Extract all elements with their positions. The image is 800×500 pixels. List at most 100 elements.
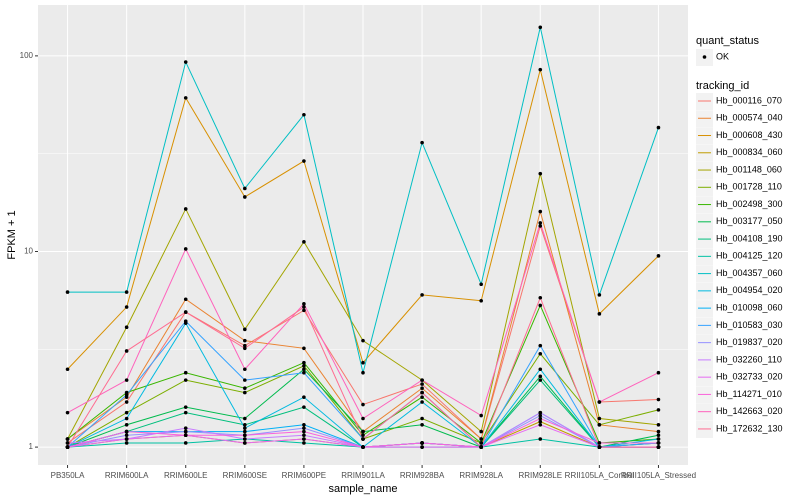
point — [302, 423, 306, 427]
point — [538, 25, 543, 30]
point — [243, 378, 247, 382]
point — [124, 441, 129, 445]
point — [302, 437, 306, 441]
point — [65, 367, 70, 372]
point — [302, 405, 306, 409]
point — [124, 433, 129, 438]
x-tick-label: RRIM600SE — [223, 471, 267, 480]
point — [124, 325, 129, 330]
point — [183, 370, 188, 375]
point — [183, 429, 188, 434]
point — [183, 378, 188, 382]
point — [302, 308, 306, 313]
legend-label: OK — [716, 51, 729, 61]
point — [420, 416, 424, 421]
point — [538, 378, 543, 382]
point — [243, 195, 247, 199]
point — [302, 360, 306, 365]
point — [538, 437, 543, 441]
point — [243, 386, 247, 391]
point — [361, 433, 365, 438]
point — [65, 410, 70, 415]
legend-label: Hb_019837_020 — [716, 337, 783, 347]
point — [183, 207, 188, 211]
legend-label: Hb_142663_020 — [716, 406, 783, 416]
point — [243, 423, 247, 427]
point — [479, 445, 483, 449]
point — [124, 393, 129, 397]
legend-label: Hb_114271_010 — [716, 389, 782, 399]
x-axis-title: sample_name — [328, 483, 397, 495]
point — [124, 416, 129, 421]
point — [361, 416, 365, 421]
point — [597, 416, 602, 421]
point — [656, 437, 661, 441]
point — [597, 312, 602, 316]
point — [361, 402, 365, 407]
point — [538, 351, 543, 356]
point — [597, 293, 602, 297]
x-tick-label: RRII105LA_Control — [565, 471, 635, 480]
point — [243, 437, 247, 441]
point — [420, 386, 424, 391]
legend-label: Hb_002498_300 — [716, 199, 783, 209]
point — [656, 254, 661, 258]
point — [538, 67, 543, 72]
legend-label: Hb_004954_020 — [716, 285, 783, 295]
y-axis-title: FPKM + 1 — [6, 210, 18, 259]
point — [124, 429, 129, 434]
x-tick-label: RRIM600PE — [282, 471, 326, 480]
point — [656, 423, 661, 427]
point — [361, 338, 365, 343]
point — [124, 400, 129, 404]
point — [302, 346, 306, 351]
point — [538, 423, 543, 427]
point — [538, 410, 543, 415]
legend-label: Hb_000574_040 — [716, 113, 783, 123]
point — [302, 364, 306, 368]
point — [420, 395, 424, 399]
point — [420, 140, 424, 145]
point — [65, 441, 70, 445]
point — [124, 437, 129, 441]
point — [243, 338, 247, 343]
point — [361, 429, 365, 434]
point — [302, 112, 306, 117]
point — [65, 290, 70, 294]
point — [656, 441, 661, 445]
point — [656, 125, 661, 130]
point — [597, 441, 602, 445]
point — [538, 343, 543, 348]
x-tick-label: PB350LA — [51, 471, 85, 480]
point — [361, 360, 365, 365]
point — [656, 429, 661, 434]
point — [124, 349, 129, 353]
point — [479, 441, 483, 445]
point — [538, 209, 543, 214]
point — [302, 429, 306, 434]
point — [302, 433, 306, 438]
point — [479, 282, 483, 287]
legend-label: Hb_004125_120 — [716, 251, 783, 261]
point — [479, 298, 483, 303]
y-tick-label: 1 — [29, 442, 34, 451]
legend-label: Hb_032260_110 — [716, 354, 782, 364]
point — [243, 426, 247, 430]
x-tick-label: RRIM928LA — [459, 471, 503, 480]
point — [183, 319, 188, 324]
point — [183, 426, 188, 430]
point — [302, 441, 306, 445]
legend-label: Hb_010098_060 — [716, 302, 783, 312]
point — [597, 400, 602, 404]
point — [538, 416, 543, 421]
legend-label: Hb_000834_060 — [716, 147, 783, 157]
legend-label: Hb_004108_190 — [716, 233, 783, 243]
point — [420, 400, 424, 404]
point — [361, 437, 365, 441]
point — [243, 346, 247, 351]
point — [243, 367, 247, 372]
legend-label: Hb_000116_070 — [716, 95, 782, 105]
point — [183, 310, 188, 314]
point — [420, 378, 424, 382]
legend-label: Hb_032733_020 — [716, 372, 783, 382]
